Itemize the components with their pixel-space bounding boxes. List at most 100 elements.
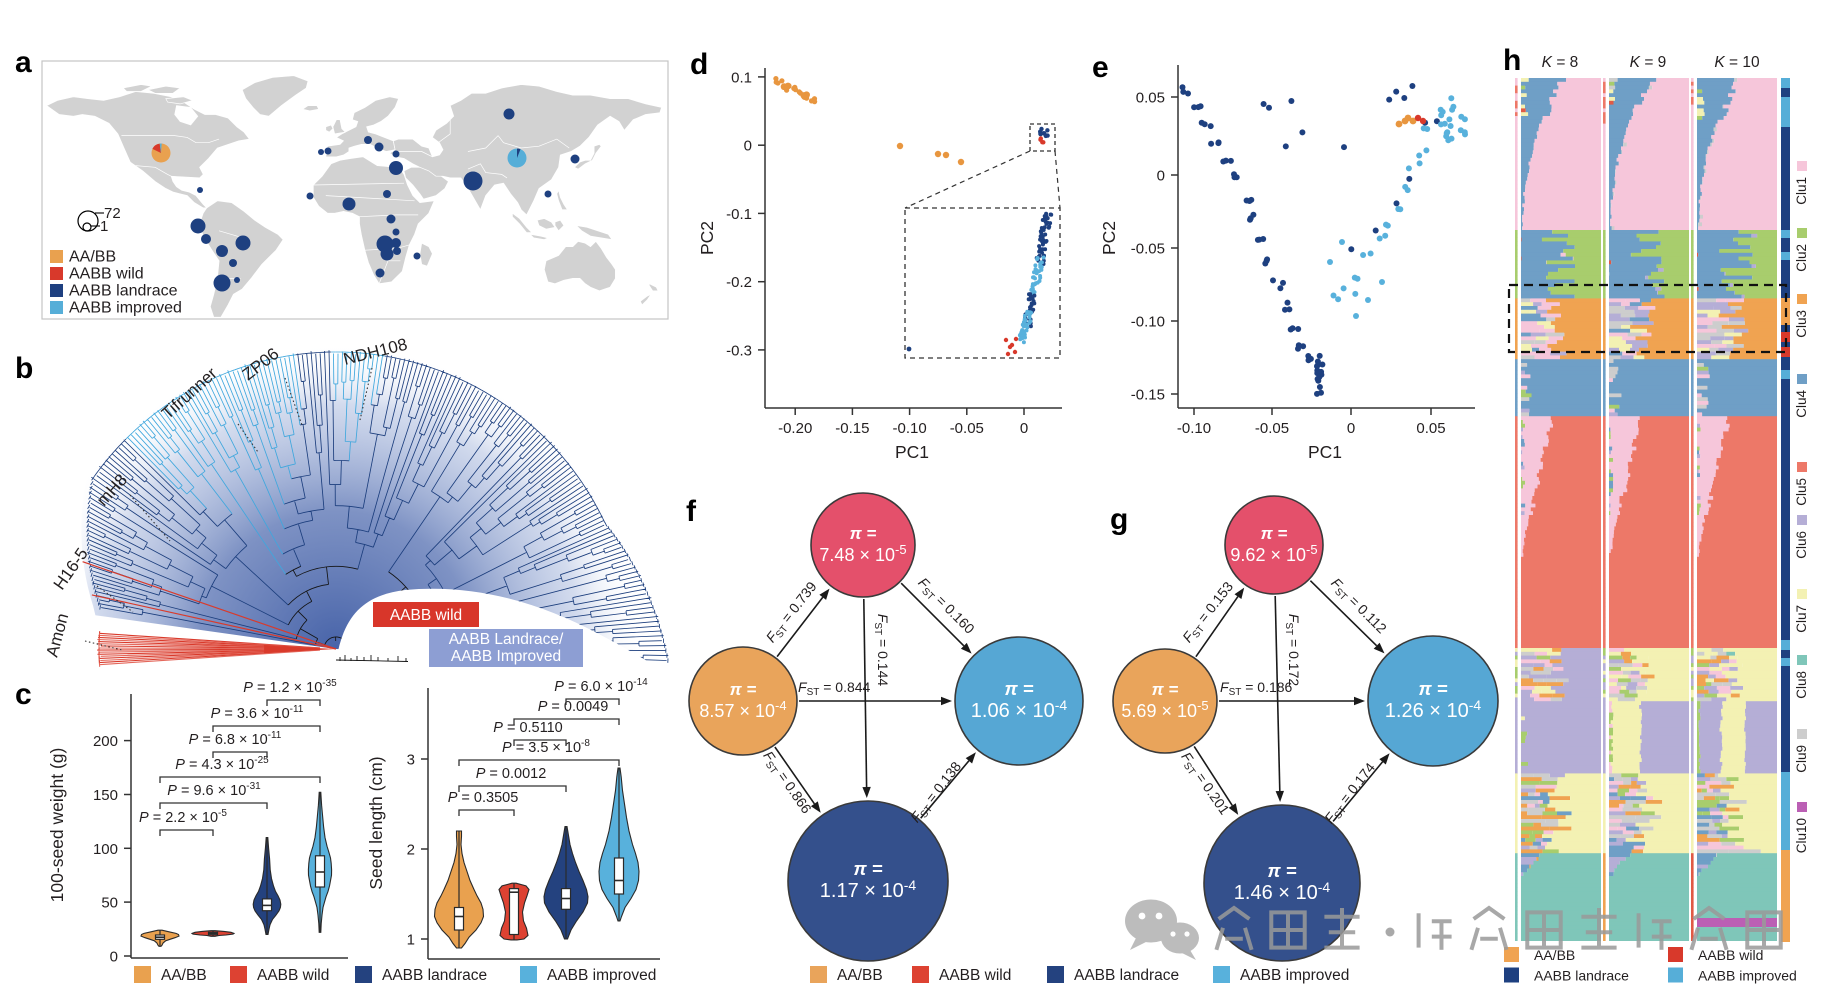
svg-text:AABB wild: AABB wild [69, 266, 144, 283]
svg-text:Seed length (cm): Seed length (cm) [366, 756, 386, 889]
svg-text:π =: π = [1152, 680, 1179, 699]
svg-text:Clu2: Clu2 [1794, 244, 1809, 272]
svg-text:1.06 × 10-4: 1.06 × 10-4 [971, 697, 1068, 722]
svg-text:-0.3: -0.3 [726, 342, 752, 359]
svg-text:d: d [690, 48, 708, 81]
svg-text:AABB landrace: AABB landrace [382, 967, 487, 984]
svg-text:-0.05: -0.05 [1255, 420, 1289, 437]
svg-text:AABB wild: AABB wild [1698, 947, 1763, 963]
svg-text:-0.15: -0.15 [1131, 387, 1165, 404]
svg-text:-0.10: -0.10 [1131, 314, 1165, 331]
svg-text:AABB Landrace/: AABB Landrace/ [449, 631, 564, 648]
svg-text:FST = 0.186: FST = 0.186 [1220, 679, 1293, 698]
svg-text:AA/BB: AA/BB [1534, 947, 1575, 963]
svg-text:P = 9.6 × 10-31: P = 9.6 × 10-31 [167, 781, 261, 799]
svg-text:1.17 × 10-4: 1.17 × 10-4 [820, 877, 917, 902]
svg-text:Clu5: Clu5 [1794, 478, 1809, 506]
svg-text:-0.2: -0.2 [726, 274, 752, 291]
svg-text:200: 200 [93, 733, 118, 750]
svg-text:P = 6.8 × 10-11: P = 6.8 × 10-11 [189, 730, 282, 748]
svg-text:K = 9: K = 9 [1630, 54, 1667, 71]
svg-text:50: 50 [101, 895, 118, 912]
svg-text:c: c [15, 678, 32, 711]
svg-text:Clu3: Clu3 [1794, 310, 1809, 338]
svg-text:0: 0 [1347, 420, 1355, 437]
svg-text:5.69 × 10-5: 5.69 × 10-5 [1121, 698, 1208, 721]
svg-text:AABB improved: AABB improved [1698, 968, 1797, 984]
svg-text:9.62 × 10-5: 9.62 × 10-5 [1230, 542, 1317, 565]
svg-text:e: e [1092, 51, 1109, 84]
svg-text:-0.05: -0.05 [1131, 241, 1165, 258]
svg-text:PC2: PC2 [697, 221, 717, 255]
svg-text:π =: π = [853, 858, 882, 879]
svg-text:AABB wild: AABB wild [257, 967, 329, 984]
svg-text:FST = 0.172: FST = 0.172 [1283, 614, 1302, 687]
svg-text:π =: π = [1004, 678, 1033, 699]
svg-text:1: 1 [100, 218, 108, 235]
svg-text:π =: π = [1267, 860, 1296, 881]
svg-text:P = 6.0 × 10-14: P = 6.0 × 10-14 [554, 677, 648, 695]
svg-text:-0.05: -0.05 [950, 420, 984, 437]
svg-text:P = 0.0049: P = 0.0049 [538, 699, 609, 715]
svg-text:AA/BB: AA/BB [161, 967, 207, 984]
svg-text:100: 100 [93, 841, 118, 858]
svg-text:Clu8: Clu8 [1794, 671, 1809, 699]
svg-text:a: a [15, 46, 32, 79]
svg-text:P = 0.3505: P = 0.3505 [448, 790, 519, 806]
svg-text:π =: π = [730, 680, 757, 699]
svg-text:AABB Improved: AABB Improved [451, 648, 561, 665]
svg-text:AABB landrace: AABB landrace [1534, 968, 1629, 984]
svg-text:0.05: 0.05 [1136, 90, 1165, 107]
svg-text:1.26 × 10-4: 1.26 × 10-4 [1385, 697, 1482, 722]
svg-text:Clu9: Clu9 [1794, 745, 1809, 773]
svg-text:b: b [15, 352, 33, 385]
svg-text:g: g [1110, 503, 1128, 536]
svg-text:-0.20: -0.20 [778, 420, 812, 437]
svg-text:AA/BB: AA/BB [837, 967, 883, 984]
svg-text:h: h [1503, 44, 1521, 77]
svg-text:P = 1.2 × 10-35: P = 1.2 × 10-35 [243, 678, 337, 696]
svg-text:π =: π = [1261, 524, 1288, 543]
svg-text:FST = 0.144: FST = 0.144 [872, 614, 891, 687]
svg-text:7.48 × 10-5: 7.48 × 10-5 [819, 542, 906, 565]
svg-text:PC1: PC1 [895, 442, 929, 462]
svg-text:0: 0 [744, 138, 752, 155]
svg-text:P = 0.0012: P = 0.0012 [476, 766, 547, 782]
svg-text:PC1: PC1 [1308, 442, 1342, 462]
svg-text:-0.1: -0.1 [726, 206, 752, 223]
svg-text:Clu1: Clu1 [1794, 177, 1809, 205]
svg-text:1.46 × 10-4: 1.46 × 10-4 [1234, 879, 1331, 904]
svg-text:P = 0.5110: P = 0.5110 [493, 720, 562, 736]
svg-text:2: 2 [407, 842, 415, 859]
svg-text:-0.10: -0.10 [1177, 420, 1211, 437]
svg-text:72: 72 [104, 205, 121, 222]
svg-text:-0.10: -0.10 [892, 420, 926, 437]
svg-text:AABB improved: AABB improved [1240, 967, 1349, 984]
svg-text:PC2: PC2 [1099, 221, 1119, 255]
svg-text:1: 1 [407, 932, 415, 949]
svg-text:f: f [686, 495, 697, 528]
svg-text:AABB improved: AABB improved [547, 967, 656, 984]
svg-text:0: 0 [1020, 420, 1028, 437]
svg-text:π =: π = [1418, 678, 1447, 699]
svg-text:P = 3.5 × 10-8: P = 3.5 × 10-8 [502, 738, 590, 756]
svg-text:0.1: 0.1 [731, 69, 752, 86]
svg-text:P = 2.2 × 10-5: P = 2.2 × 10-5 [139, 808, 227, 826]
svg-text:K = 10: K = 10 [1714, 54, 1760, 71]
svg-text:Clu7: Clu7 [1794, 605, 1809, 633]
svg-text:AABB improved: AABB improved [69, 300, 182, 317]
svg-text:0: 0 [1157, 168, 1165, 185]
svg-text:150: 150 [93, 787, 118, 804]
svg-text:0.05: 0.05 [1416, 420, 1445, 437]
svg-text:FST = 0.844: FST = 0.844 [798, 679, 871, 698]
svg-text:8.57 × 10-4: 8.57 × 10-4 [699, 698, 786, 721]
svg-text:AABB landrace: AABB landrace [1074, 967, 1179, 984]
svg-text:0: 0 [110, 949, 118, 966]
svg-text:P = 3.6 × 10-11: P = 3.6 × 10-11 [211, 704, 304, 722]
svg-text:3: 3 [407, 752, 415, 769]
svg-text:AABB wild: AABB wild [390, 607, 462, 624]
svg-text:-0.15: -0.15 [835, 420, 869, 437]
svg-text:Clu6: Clu6 [1794, 531, 1809, 559]
svg-text:AABB wild: AABB wild [939, 967, 1011, 984]
svg-text:100-seed weight (g): 100-seed weight (g) [47, 748, 67, 903]
